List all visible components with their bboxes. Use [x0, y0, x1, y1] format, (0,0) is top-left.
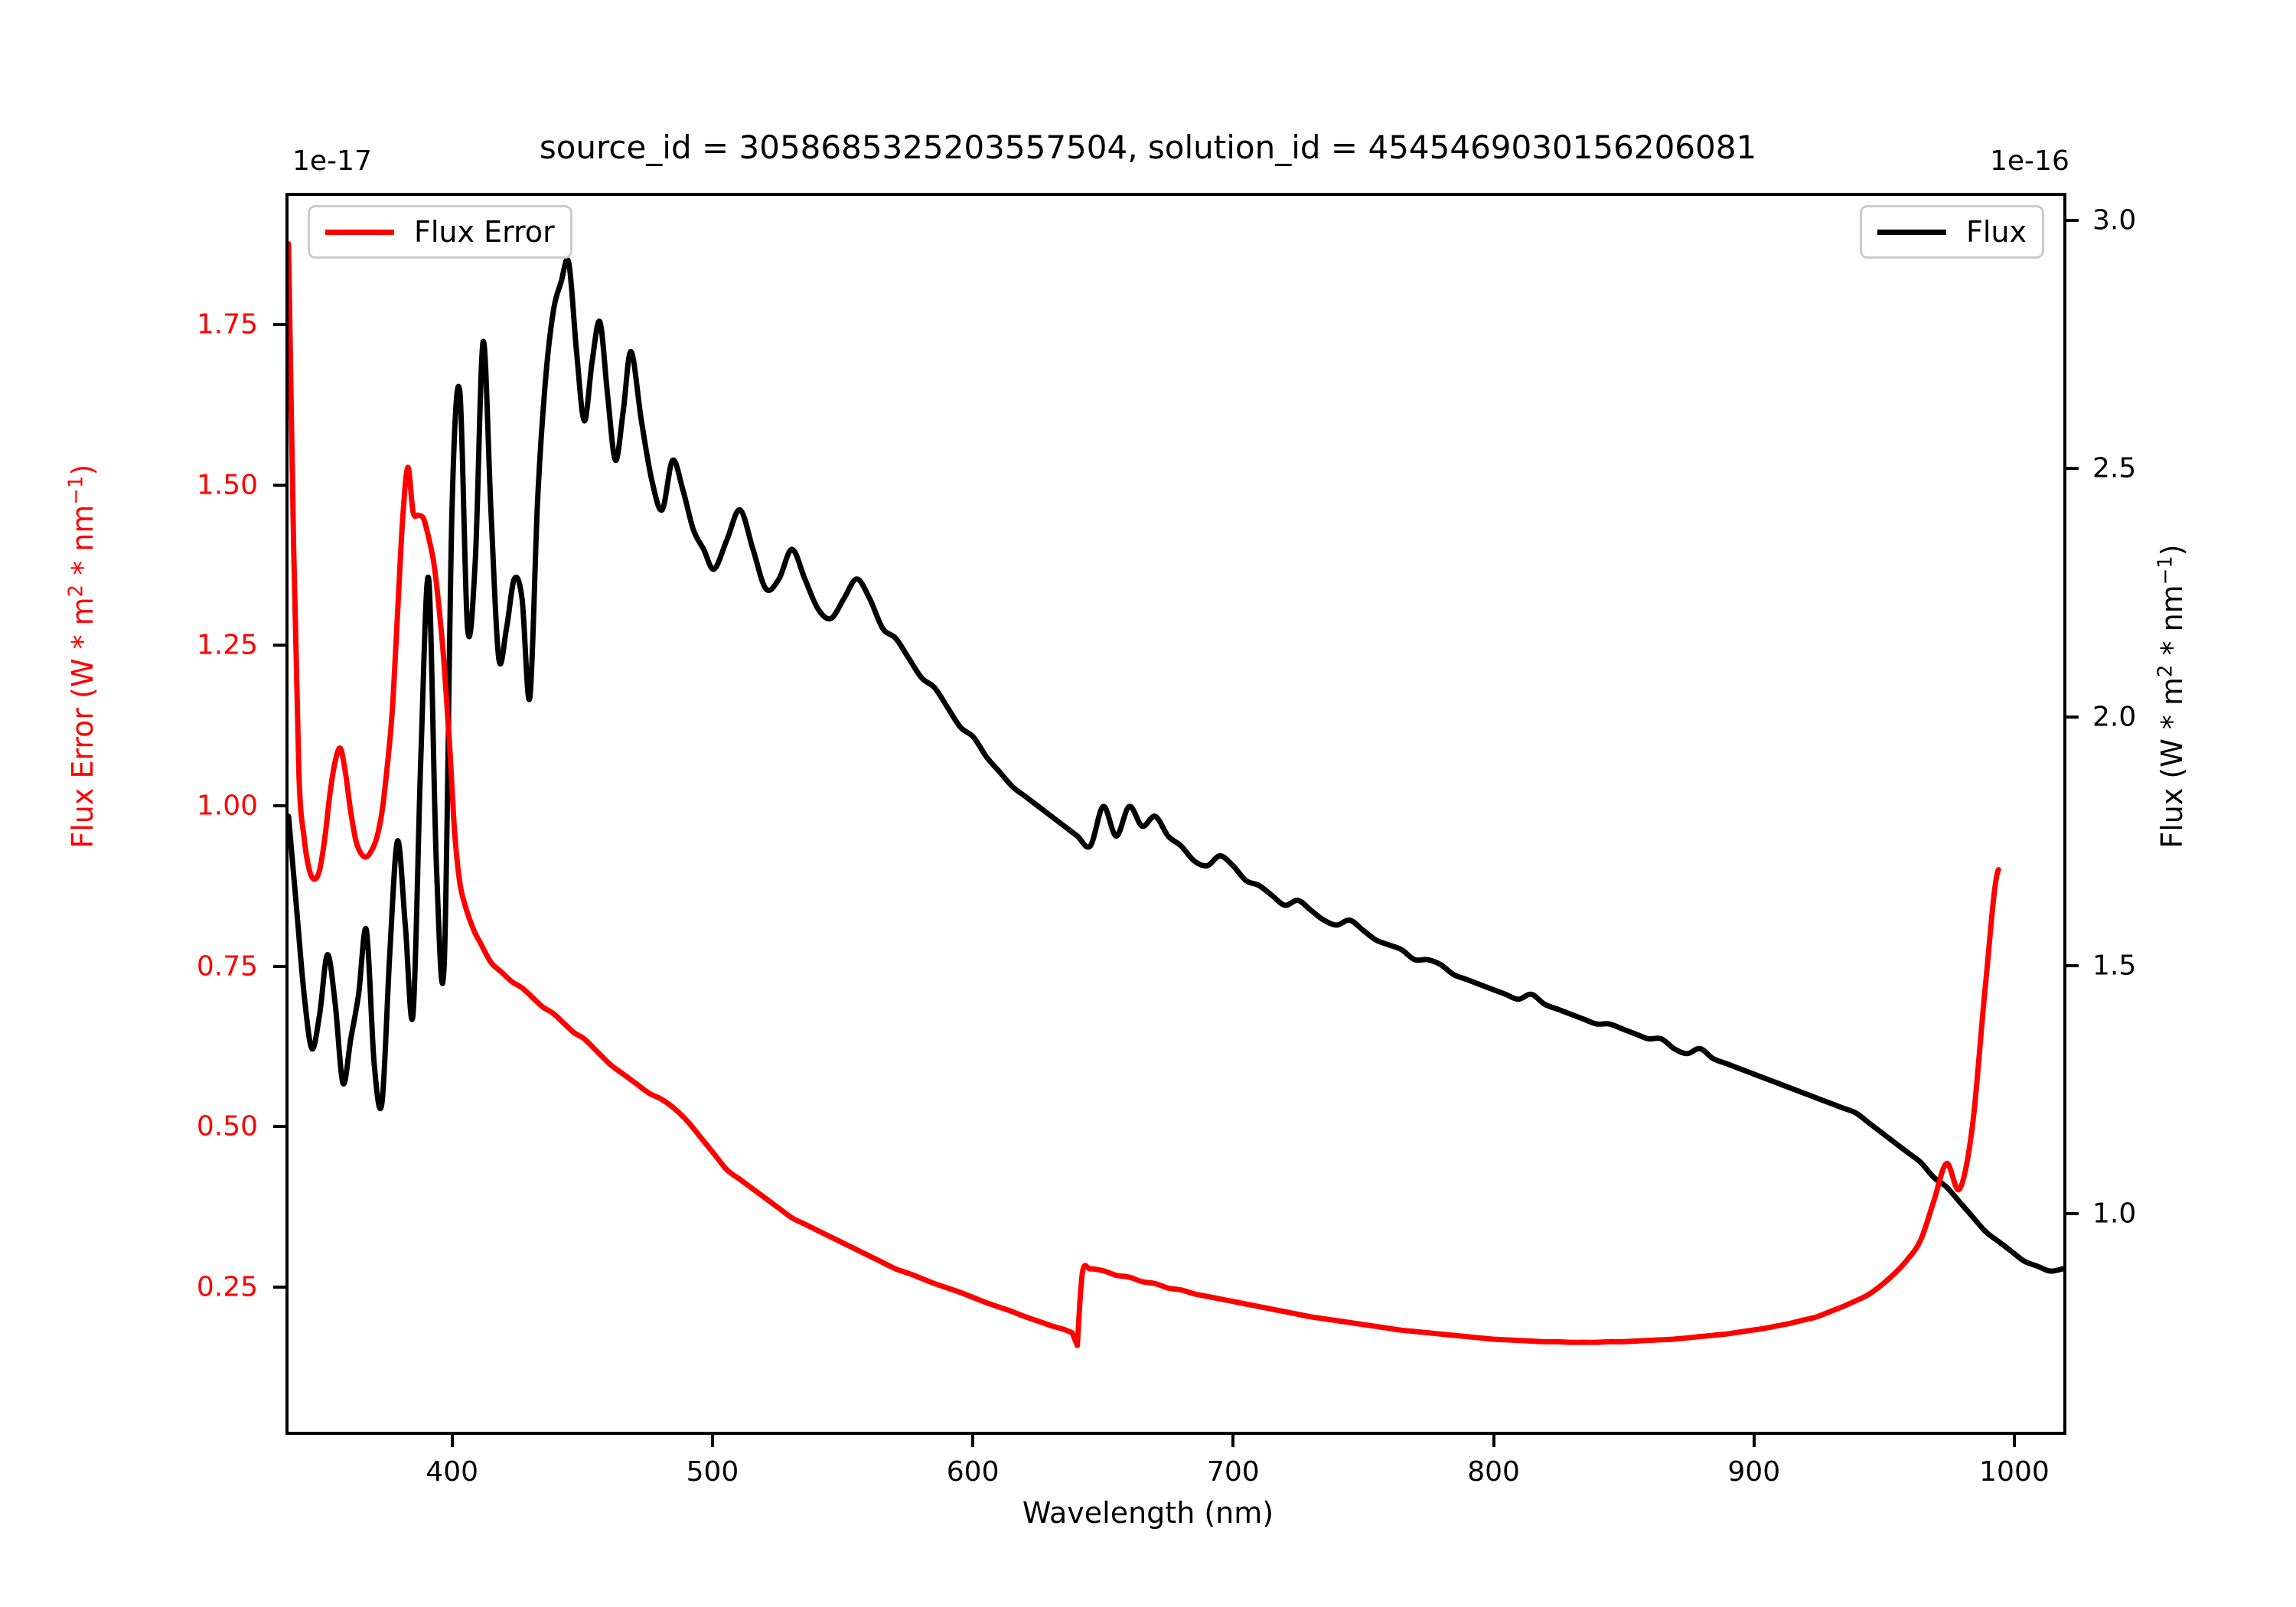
- right-tick-mark: [2066, 218, 2079, 222]
- left-tick-label: 0.75: [196, 950, 258, 983]
- right-tick-label: 2.5: [2092, 452, 2137, 484]
- flux-error-legend-swatch: [325, 229, 394, 235]
- left-tick-label: 0.25: [196, 1271, 258, 1303]
- left-axis-offset-text: 1e-17: [292, 145, 372, 177]
- x-tick-label: 900: [1727, 1456, 1781, 1488]
- right-tick-label: 1.0: [2092, 1198, 2137, 1230]
- flux-error-curve: [289, 241, 2001, 1348]
- right-tick-label: 1.5: [2092, 950, 2137, 981]
- legend-flux-error[interactable]: Flux Error: [308, 205, 572, 259]
- left-tick-mark: [273, 964, 285, 968]
- x-tick-label: 1000: [1979, 1456, 2050, 1488]
- plot-axes-area: [285, 193, 2066, 1435]
- left-tick-mark: [273, 483, 285, 487]
- x-tick-mark: [710, 1435, 714, 1447]
- left-tick-label: 0.50: [196, 1110, 258, 1143]
- left-tick-label: 1.00: [196, 790, 258, 822]
- left-tick-label: 1.50: [196, 469, 258, 501]
- x-tick-mark: [1752, 1435, 1756, 1447]
- right-tick-mark: [2066, 963, 2079, 967]
- flux-legend-swatch: [1877, 229, 1946, 235]
- left-tick-mark: [273, 322, 285, 326]
- left-tick-mark: [273, 644, 285, 647]
- right-axis-label: Flux (W * m2 * nm−1): [2154, 544, 2189, 849]
- left-tick-label: 1.75: [196, 308, 258, 341]
- x-tick-label: 600: [946, 1456, 1000, 1488]
- legend-flux[interactable]: Flux: [1860, 205, 2044, 259]
- right-tick-label: 2.0: [2092, 701, 2137, 733]
- x-axis-label: Wavelength (nm): [1022, 1496, 1274, 1530]
- left-tick-mark: [273, 804, 285, 807]
- right-tick-mark: [2066, 1212, 2079, 1216]
- x-tick-label: 700: [1206, 1456, 1260, 1488]
- left-axis-label: Flux Error (W * m2 * nm−1): [64, 464, 99, 849]
- left-tick-mark: [273, 1286, 285, 1289]
- x-tick-label: 800: [1467, 1456, 1520, 1488]
- left-tick-label: 1.25: [196, 629, 258, 661]
- flux-error-legend-label: Flux Error: [414, 215, 555, 249]
- page-title: source_id = 3058685325203557504, solutio…: [539, 129, 1757, 166]
- x-tick-label: 500: [686, 1456, 739, 1488]
- spectrum-curves: [289, 241, 2063, 1348]
- x-tick-mark: [450, 1435, 454, 1447]
- right-tick-mark: [2066, 715, 2079, 719]
- right-tick-mark: [2066, 467, 2079, 471]
- left-tick-mark: [273, 1125, 285, 1129]
- x-tick-mark: [971, 1435, 975, 1447]
- x-tick-mark: [1231, 1435, 1235, 1447]
- x-tick-mark: [1492, 1435, 1495, 1447]
- right-tick-label: 3.0: [2092, 204, 2137, 236]
- right-axis-offset-text: 1e-16: [1990, 145, 2069, 177]
- flux-legend-label: Flux: [1966, 215, 2027, 249]
- x-tick-mark: [2012, 1435, 2016, 1447]
- flux-curve: [289, 256, 2063, 1274]
- x-tick-label: 400: [426, 1456, 479, 1488]
